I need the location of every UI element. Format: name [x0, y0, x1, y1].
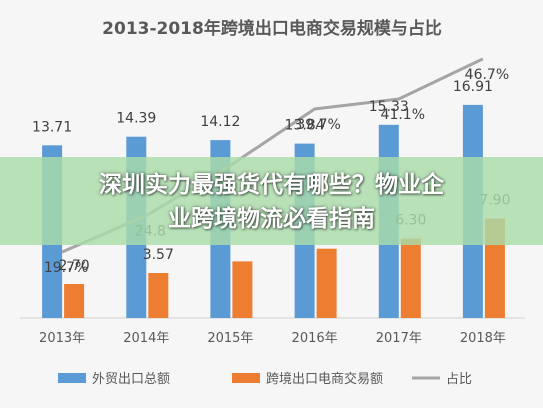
data-label-export-total-4: 15.33 [369, 99, 409, 115]
data-label-export-total-1: 14.39 [116, 111, 156, 127]
x-tick-label-4: 2017年 [376, 331, 422, 346]
bar-ecommerce-4 [400, 238, 421, 318]
data-label-ecommerce-0: 2.70 [59, 258, 90, 274]
data-label-export-total-3: 13.84 [285, 118, 325, 134]
legend-label-1: 跨境出口电商交易额 [266, 371, 383, 387]
legend-swatch-1 [232, 373, 260, 383]
bar-ecommerce-3 [316, 248, 337, 318]
x-tick-label-1: 2014年 [123, 331, 169, 346]
x-tick-label-2: 2015年 [207, 331, 253, 346]
overlay-headline[interactable]: 深圳实力最强货代有哪些？物业企 业跨境物流必看指南 [0, 168, 543, 236]
data-label-share-5: 46.7% [465, 67, 509, 83]
data-label-ecommerce-1: 3.57 [143, 247, 174, 263]
bar-ecommerce-0 [64, 284, 85, 318]
legend: 外贸出口总额 跨境出口电商交易额 占比 [58, 371, 472, 387]
legend-swatch-0 [58, 373, 86, 383]
data-label-export-total-2: 14.12 [200, 114, 240, 130]
ticks-layer: 2013年 2014年 2015年 2016年 2017年 2018年 [39, 331, 506, 346]
chart-title: 2013-2018年跨境出口电商交易规模与占比 [102, 18, 442, 39]
legend-label-0: 外贸出口总额 [92, 372, 170, 387]
data-label-export-total-0: 13.71 [32, 119, 72, 135]
data-label-share-3: 39.7% [296, 117, 340, 133]
legend-label-2: 占比 [446, 372, 472, 387]
overlay-headline-line2: 业跨境物流必看指南 [168, 206, 375, 232]
overlay-headline-line1: 深圳实力最强货代有哪些？物业企 [99, 172, 444, 198]
x-tick-label-5: 2018年 [460, 331, 506, 346]
x-tick-label-3: 2016年 [292, 331, 338, 346]
data-label-export-total-5: 16.91 [453, 79, 493, 95]
data-label-share-4: 41.1% [381, 107, 425, 123]
data-label-share-0: 19.7% [44, 260, 88, 276]
bar-ecommerce-1 [148, 273, 169, 318]
bar-ecommerce-2 [232, 261, 253, 318]
overlay-banner [0, 157, 543, 245]
x-tick-label-0: 2013年 [39, 331, 85, 346]
